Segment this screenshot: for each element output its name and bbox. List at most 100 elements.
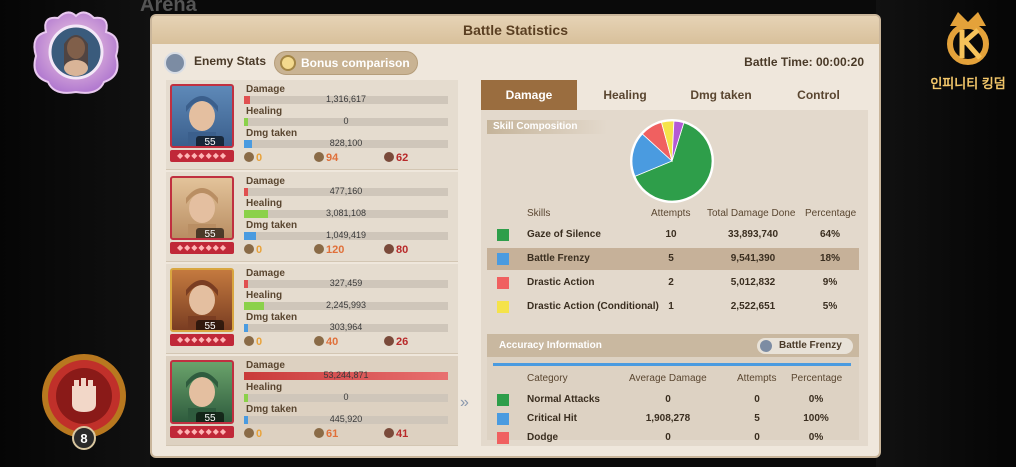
counter-3: 41	[384, 428, 408, 440]
hero-star-row: ◆◆◆◆◆◆◆	[170, 334, 234, 346]
wounded-icon	[314, 336, 324, 346]
counter-2: 120	[314, 244, 344, 256]
skill-row[interactable]: Drastic Action (Conditional) 1 2,522,651…	[487, 296, 859, 318]
game-logo: 인피니티 킹덤	[928, 6, 1008, 91]
soldier-icon	[244, 336, 254, 346]
accuracy-title-bar: Accuracy Information Battle Frenzy	[487, 335, 859, 357]
category-name: Critical Hit	[527, 413, 578, 424]
category-attempts: 5	[754, 413, 760, 424]
dmg-taken-label: Dmg taken	[246, 128, 298, 139]
soldier-icon	[244, 428, 254, 438]
pie-slice	[631, 133, 673, 177]
counter-2: 40	[314, 336, 338, 348]
tab-dmg-taken[interactable]: Dmg taken	[690, 88, 752, 102]
selected-skill-pill[interactable]: Battle Frenzy	[757, 338, 853, 354]
dmg-taken-label: Dmg taken	[246, 220, 298, 231]
bonus-comparison-label: Bonus comparison	[301, 56, 410, 70]
accuracy-title: Accuracy Information	[499, 340, 602, 351]
dmg-taken-bar: 445,920	[244, 414, 448, 424]
percentage-header: Percentage	[805, 208, 857, 219]
wounded-icon	[314, 244, 324, 254]
selected-skill-name: Battle Frenzy	[779, 340, 842, 351]
skill-percentage: 5%	[822, 301, 838, 312]
dmg-taken-value: 828,100	[329, 138, 363, 148]
damage-label: Damage	[246, 84, 285, 95]
hero-card[interactable]: 55 ◆◆◆◆◆◆◆ Damage 327,459 Healing 2,245,…	[166, 264, 458, 354]
category-color-swatch	[497, 394, 509, 406]
damage-bar: 327,459	[244, 278, 448, 288]
healing-label: Healing	[246, 290, 283, 301]
counter-3: 62	[384, 152, 408, 164]
skill-row[interactable]: Battle Frenzy 5 9,541,390 18%	[487, 248, 859, 270]
healing-value: 0	[343, 116, 349, 126]
healing-bar: 2,245,993	[244, 300, 448, 310]
battle-statistics-panel: Battle Statistics Enemy Stats Bonus comp…	[152, 16, 879, 456]
wounded-icon	[314, 428, 324, 438]
hero-portrait: 55	[170, 360, 234, 424]
counter-1: 0	[244, 428, 262, 440]
tab-control[interactable]: Control	[797, 88, 840, 102]
dmg-taken-bar-fill	[244, 416, 249, 424]
skill-name: Gaze of Silence	[527, 229, 601, 240]
counter-3-value: 41	[396, 428, 409, 440]
counter-3-value: 26	[396, 336, 409, 348]
skill-pie-chart	[630, 119, 714, 203]
dmg-taken-bar-fill	[244, 140, 253, 148]
counter-2-value: 94	[326, 152, 339, 164]
damage-bar-fill	[244, 280, 249, 288]
hero-card[interactable]: 55 ◆◆◆◆◆◆◆ Damage 1,316,617 Healing 0 Dm…	[166, 80, 458, 170]
tab-damage[interactable]: Damage	[481, 80, 577, 110]
healing-bar: 0	[244, 392, 448, 402]
counter-1-value: 0	[256, 152, 263, 164]
acc-percentage-header: Percentage	[791, 373, 843, 384]
hero-card[interactable]: 55 ◆◆◆◆◆◆◆ Damage 53,244,871 Healing 0 D…	[166, 356, 458, 446]
swap-icon[interactable]	[164, 52, 186, 74]
skill-name: Battle Frenzy	[527, 253, 590, 264]
category-avg-damage: 0	[665, 394, 671, 405]
skill-attempts: 1	[668, 301, 674, 312]
soldier-icon	[244, 152, 254, 162]
background-right	[876, 0, 1016, 467]
dmg-taken-bar-fill	[244, 232, 257, 240]
skill-name: Drastic Action (Conditional)	[527, 301, 659, 312]
skill-total-damage: 33,893,740	[727, 229, 779, 240]
damage-label: Damage	[246, 360, 285, 371]
skill-row[interactable]: Drastic Action 2 5,012,832 9%	[487, 272, 859, 294]
accuracy-row: Dodge 0 0 0%	[487, 429, 859, 447]
background-title: Arena	[140, 0, 197, 16]
crown-k-icon	[947, 12, 989, 65]
skills-header: Skills	[527, 208, 551, 219]
dmg-taken-bar: 1,049,419	[244, 230, 448, 240]
hero-level: 55	[196, 320, 224, 330]
healing-label: Healing	[246, 198, 283, 209]
skill-color-swatch	[497, 277, 509, 289]
skill-color-swatch	[497, 301, 509, 313]
emblem-level: 8	[80, 431, 87, 446]
skill-table: Gaze of Silence 10 33,893,740 64% Battle…	[481, 224, 868, 324]
accuracy-divider	[493, 363, 851, 366]
bonus-comparison-button[interactable]: Bonus comparison	[274, 51, 418, 75]
skill-attempts: 5	[668, 253, 674, 264]
healing-bar-fill	[244, 118, 248, 126]
counter-2-value: 40	[326, 336, 339, 348]
tab-healing[interactable]: Healing	[603, 88, 647, 102]
accuracy-row: Normal Attacks 0 0 0%	[487, 391, 859, 409]
dmg-taken-label: Dmg taken	[246, 404, 298, 415]
hero-star-row: ◆◆◆◆◆◆◆	[170, 150, 234, 162]
damage-bar: 53,244,871	[244, 370, 448, 380]
magnifier-icon	[280, 55, 296, 71]
skill-attempts: 2	[668, 277, 674, 288]
hero-card[interactable]: 55 ◆◆◆◆◆◆◆ Damage 477,160 Healing 3,081,…	[166, 172, 458, 262]
counter-1: 0	[244, 152, 262, 164]
healing-value: 0	[343, 392, 349, 402]
hero-portrait: 55	[170, 268, 234, 332]
skill-row[interactable]: Gaze of Silence 10 33,893,740 64%	[487, 224, 859, 246]
enemy-stats-label[interactable]: Enemy Stats	[194, 54, 267, 68]
damage-bar-fill	[244, 188, 249, 196]
healing-bar-fill	[244, 302, 265, 310]
attempts-header: Attempts	[651, 208, 691, 219]
category-color-swatch	[497, 432, 509, 444]
hero-star-row: ◆◆◆◆◆◆◆	[170, 426, 234, 438]
counter-1: 0	[244, 244, 262, 256]
category-color-swatch	[497, 413, 509, 425]
